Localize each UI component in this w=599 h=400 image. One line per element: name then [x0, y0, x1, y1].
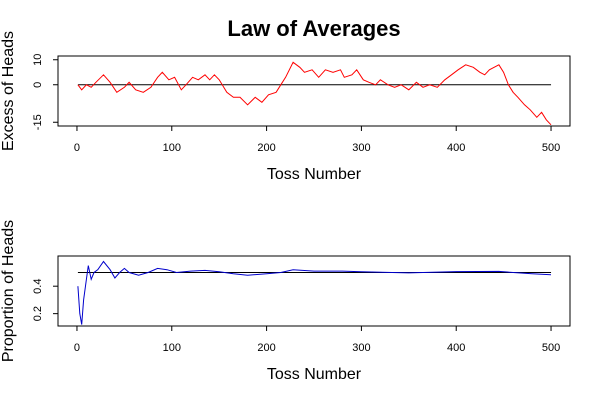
x-tick-label: 100 — [163, 342, 181, 354]
y-axis-title: Excess of Heads — [0, 31, 17, 151]
x-tick-label: 0 — [74, 142, 80, 154]
x-tick-label: 400 — [447, 142, 465, 154]
y-axis-title: Proportion of Heads — [0, 220, 17, 362]
x-tick-label: 0 — [74, 342, 80, 354]
x-axis-title: Toss Number — [267, 366, 362, 383]
x-tick-label: 200 — [257, 342, 275, 354]
y-tick-label: 10 — [32, 54, 44, 66]
x-tick-label: 400 — [447, 342, 465, 354]
plot-box — [57, 255, 571, 327]
y-tick-label: -15 — [32, 114, 44, 130]
plot-box — [57, 55, 571, 127]
y-tick-label: 0.2 — [32, 306, 44, 321]
data-line — [77, 61, 552, 126]
x-tick-label: 100 — [163, 142, 181, 154]
data-line — [77, 260, 552, 325]
x-tick-label: 500 — [542, 342, 560, 354]
x-axis-title: Toss Number — [267, 166, 362, 183]
x-tick-label: 300 — [352, 342, 370, 354]
x-tick-label: 300 — [352, 142, 370, 154]
y-tick-label: 0.4 — [32, 279, 44, 294]
x-tick-label: 200 — [257, 142, 275, 154]
chart-title: Law of Averages — [227, 16, 400, 41]
x-tick-label: 500 — [542, 142, 560, 154]
y-tick-label: 0 — [32, 82, 44, 88]
